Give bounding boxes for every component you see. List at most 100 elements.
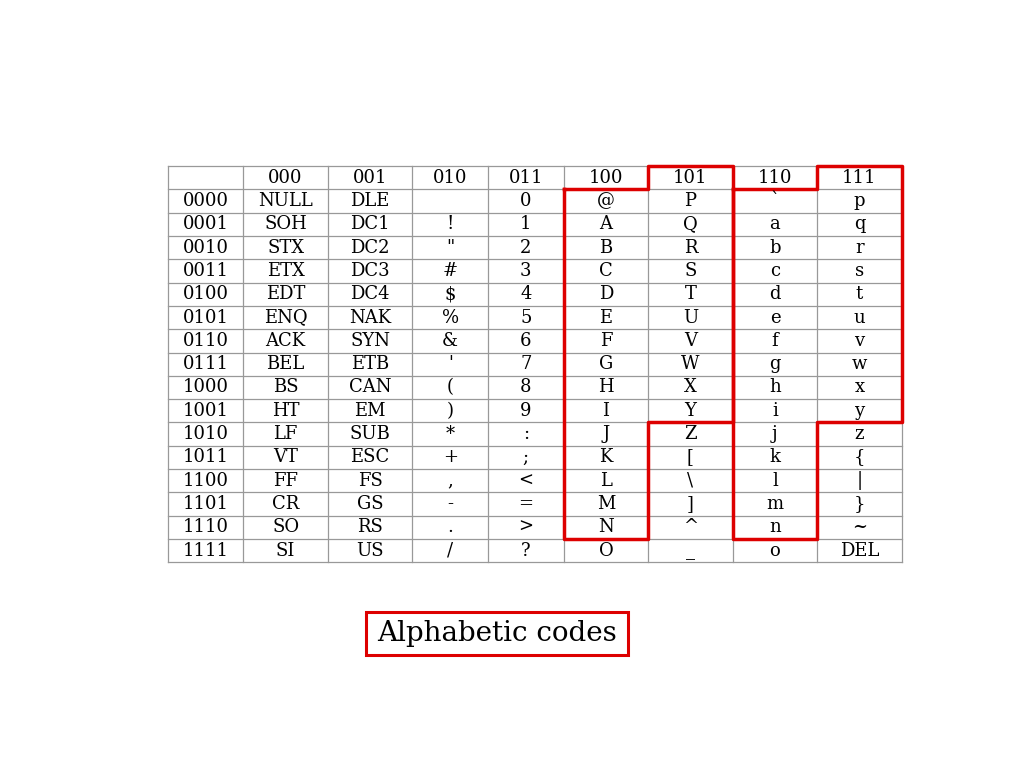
Text: HT: HT <box>271 402 299 420</box>
Text: $: $ <box>444 285 456 303</box>
Text: K: K <box>599 449 612 466</box>
Text: SOH: SOH <box>264 215 307 233</box>
Text: T: T <box>684 285 696 303</box>
Text: I: I <box>602 402 609 420</box>
Text: +: + <box>442 449 458 466</box>
Text: 7: 7 <box>520 355 531 373</box>
Text: i: i <box>772 402 778 420</box>
Text: E: E <box>599 309 612 326</box>
Text: GS: GS <box>356 495 383 513</box>
Text: \: \ <box>687 472 693 490</box>
Text: {: { <box>854 449 865 466</box>
Text: 1: 1 <box>520 215 531 233</box>
Text: w: w <box>852 355 867 373</box>
Text: EM: EM <box>354 402 386 420</box>
Text: 1010: 1010 <box>182 425 228 443</box>
Text: u: u <box>854 309 865 326</box>
Text: s: s <box>855 262 864 280</box>
Text: |: | <box>856 472 862 490</box>
Text: DC4: DC4 <box>350 285 390 303</box>
Text: 0010: 0010 <box>182 239 228 257</box>
Text: RS: RS <box>357 518 383 536</box>
Text: 0011: 0011 <box>182 262 228 280</box>
Text: %: % <box>441 309 459 326</box>
Text: p: p <box>854 192 865 210</box>
Text: DLE: DLE <box>350 192 390 210</box>
Text: #: # <box>442 262 458 280</box>
Text: c: c <box>770 262 780 280</box>
Text: <: < <box>518 472 534 490</box>
Text: M: M <box>597 495 615 513</box>
Text: *: * <box>445 425 455 443</box>
Text: NAK: NAK <box>349 309 391 326</box>
Text: :: : <box>523 425 528 443</box>
Text: 9: 9 <box>520 402 531 420</box>
Text: 000: 000 <box>268 169 303 187</box>
Text: .: . <box>447 518 454 536</box>
Text: F: F <box>600 332 612 350</box>
Text: o: o <box>770 541 780 560</box>
Text: 6: 6 <box>520 332 531 350</box>
Text: ": " <box>446 239 455 257</box>
Text: ): ) <box>446 402 454 420</box>
Text: j: j <box>772 425 778 443</box>
Text: ]: ] <box>687 495 694 513</box>
Text: LF: LF <box>273 425 298 443</box>
Text: v: v <box>854 332 864 350</box>
Text: U: U <box>683 309 698 326</box>
Text: BEL: BEL <box>266 355 305 373</box>
Text: FF: FF <box>273 472 298 490</box>
Text: n: n <box>769 518 781 536</box>
Text: FS: FS <box>357 472 383 490</box>
Text: P: P <box>684 192 696 210</box>
Text: SI: SI <box>275 541 295 560</box>
Text: 8: 8 <box>520 379 531 396</box>
Text: e: e <box>770 309 780 326</box>
Text: 1111: 1111 <box>182 541 228 560</box>
Text: 110: 110 <box>758 169 793 187</box>
Text: l: l <box>772 472 778 490</box>
Bar <box>367 612 628 654</box>
Text: d: d <box>769 285 780 303</box>
Text: R: R <box>684 239 697 257</box>
Text: ^: ^ <box>683 518 698 536</box>
Text: 1001: 1001 <box>182 402 228 420</box>
Text: 1011: 1011 <box>182 449 228 466</box>
Text: >: > <box>518 518 534 536</box>
Text: DEL: DEL <box>840 541 880 560</box>
Text: `: ` <box>770 192 779 210</box>
Text: ETB: ETB <box>351 355 389 373</box>
Text: 010: 010 <box>433 169 467 187</box>
Text: =: = <box>518 495 534 513</box>
Text: 111: 111 <box>843 169 877 187</box>
Text: 3: 3 <box>520 262 531 280</box>
Text: (: ( <box>446 379 454 396</box>
Text: @: @ <box>597 192 614 210</box>
Text: W: W <box>681 355 699 373</box>
Text: 0110: 0110 <box>182 332 228 350</box>
Text: &: & <box>442 332 458 350</box>
Text: 101: 101 <box>673 169 708 187</box>
Text: 0111: 0111 <box>182 355 228 373</box>
Text: k: k <box>769 449 780 466</box>
Text: r: r <box>855 239 864 257</box>
Text: 0000: 0000 <box>182 192 228 210</box>
Text: }: } <box>854 495 865 513</box>
Text: ENQ: ENQ <box>264 309 307 326</box>
Text: 0101: 0101 <box>182 309 228 326</box>
Text: 1100: 1100 <box>182 472 228 490</box>
Text: m: m <box>766 495 783 513</box>
Text: z: z <box>855 425 864 443</box>
Text: G: G <box>599 355 613 373</box>
Text: 011: 011 <box>509 169 543 187</box>
Text: C: C <box>599 262 612 280</box>
Text: DC1: DC1 <box>350 215 390 233</box>
Text: t: t <box>856 285 863 303</box>
Text: N: N <box>598 518 613 536</box>
Text: b: b <box>769 239 780 257</box>
Text: h: h <box>769 379 781 396</box>
Text: S: S <box>684 262 696 280</box>
Text: CR: CR <box>272 495 299 513</box>
Text: CAN: CAN <box>349 379 391 396</box>
Text: 0: 0 <box>520 192 531 210</box>
